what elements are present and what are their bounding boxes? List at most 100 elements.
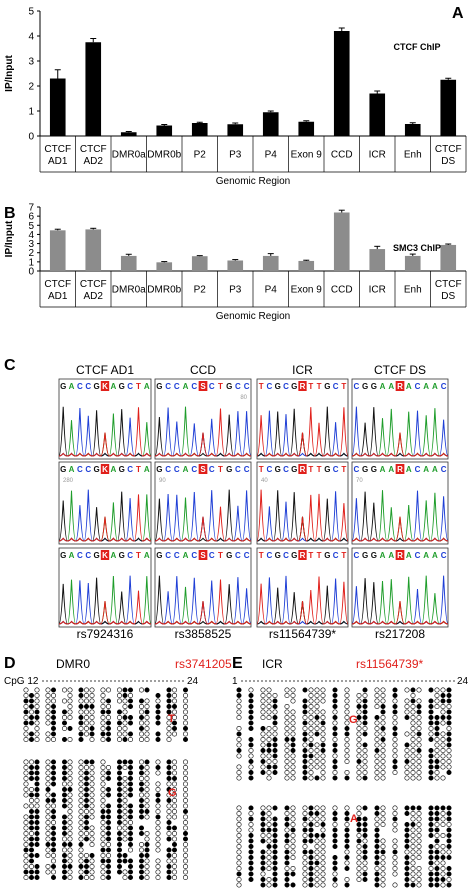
heterozygous-base-highlight (298, 550, 307, 560)
unmethylated-cpg (410, 860, 416, 866)
category-label: P3 (229, 150, 242, 161)
methylated-cpg (84, 792, 90, 798)
methylated-cpg (128, 836, 134, 842)
unmethylated-cpg (78, 709, 84, 715)
category-label: P4 (265, 285, 278, 296)
unmethylated-cpg (314, 753, 320, 759)
unmethylated-cpg (320, 725, 326, 731)
methylated-cpg (50, 775, 56, 781)
methylated-cpg (428, 709, 434, 715)
unmethylated-cpg (266, 703, 272, 709)
unmethylated-cpg (380, 720, 386, 726)
methylated-cpg (272, 849, 278, 855)
unmethylated-cpg (392, 827, 398, 833)
methylated-cpg (61, 814, 67, 820)
methylated-cpg (374, 860, 380, 866)
base-call: T (136, 551, 141, 560)
methylated-cpg (78, 863, 84, 869)
methylated-cpg (374, 876, 380, 882)
base-call: A (183, 465, 189, 474)
unmethylated-cpg (144, 714, 150, 720)
unmethylated-cpg (344, 709, 350, 715)
methylated-cpg (332, 758, 338, 764)
unmethylated-cpg (392, 698, 398, 704)
methylated-cpg (434, 882, 440, 888)
base-call: K (102, 551, 108, 560)
unmethylated-cpg (314, 882, 320, 888)
methylated-cpg (84, 775, 90, 781)
unmethylated-cpg (344, 821, 350, 827)
methylated-cpg (308, 882, 314, 888)
base-call: G (226, 465, 232, 474)
methylated-cpg (428, 810, 434, 816)
methylated-cpg (45, 841, 51, 847)
unmethylated-cpg (404, 769, 410, 775)
category-label: CTCF (435, 144, 462, 155)
category-label: Exon 9 (291, 285, 323, 296)
base-call: G (226, 551, 232, 560)
base-call: T (308, 465, 313, 474)
methylated-cpg (308, 860, 314, 866)
methylated-cpg (332, 687, 338, 693)
methylated-cpg (428, 753, 434, 759)
methylated-cpg (332, 698, 338, 704)
unmethylated-cpg (89, 841, 95, 847)
unmethylated-cpg (100, 759, 106, 765)
base-call: G (156, 382, 162, 391)
bar (404, 255, 421, 271)
unmethylated-cpg (45, 852, 51, 858)
methylated-cpg (34, 709, 40, 715)
unmethylated-cpg (144, 775, 150, 781)
base-call: G (362, 382, 368, 391)
snp-id: rs11564739* (269, 627, 336, 641)
chromatogram-frame (58, 378, 152, 460)
methylated-cpg (106, 825, 112, 831)
unmethylated-cpg (23, 703, 29, 709)
unmethylated-cpg (272, 758, 278, 764)
base-call: C (235, 382, 241, 391)
unmethylated-cpg (266, 709, 272, 715)
unmethylated-cpg (374, 725, 380, 731)
base-call: G (60, 465, 66, 474)
methylated-cpg (374, 849, 380, 855)
unmethylated-cpg (67, 869, 73, 875)
unmethylated-cpg (446, 725, 452, 731)
unmethylated-cpg (290, 865, 296, 871)
methylated-cpg (166, 786, 172, 792)
unmethylated-cpg (290, 753, 296, 759)
unmethylated-cpg (34, 725, 40, 731)
methylated-cpg (61, 863, 67, 869)
unmethylated-cpg (416, 720, 422, 726)
unmethylated-cpg (284, 742, 290, 748)
unmethylated-cpg (260, 698, 266, 704)
methylated-cpg (404, 805, 410, 811)
methylated-cpg (128, 720, 134, 726)
methylated-cpg (50, 874, 56, 880)
unmethylated-cpg (34, 703, 40, 709)
unmethylated-cpg (89, 687, 95, 693)
methylated-cpg (50, 781, 56, 787)
methylated-cpg (380, 709, 386, 715)
y-tick-label: 2 (28, 82, 34, 93)
methylated-cpg (78, 874, 84, 880)
unmethylated-cpg (100, 852, 106, 858)
unmethylated-cpg (236, 832, 242, 838)
unmethylated-cpg (84, 808, 90, 814)
base-call: T (218, 465, 223, 474)
unmethylated-cpg (416, 764, 422, 770)
unmethylated-cpg (302, 865, 308, 871)
unmethylated-cpg (314, 865, 320, 871)
base-call: T (308, 551, 313, 560)
unmethylated-cpg (314, 843, 320, 849)
unmethylated-cpg (392, 810, 398, 816)
chromatogram-frame (58, 461, 152, 545)
unmethylated-cpg (290, 769, 296, 775)
unmethylated-cpg (284, 827, 290, 833)
unmethylated-cpg (89, 814, 95, 820)
methylated-cpg (166, 709, 172, 715)
methylated-cpg (446, 805, 452, 811)
methylated-cpg (428, 854, 434, 860)
methylated-cpg (404, 882, 410, 888)
base-call: A (388, 551, 394, 560)
unmethylated-cpg (117, 736, 123, 742)
